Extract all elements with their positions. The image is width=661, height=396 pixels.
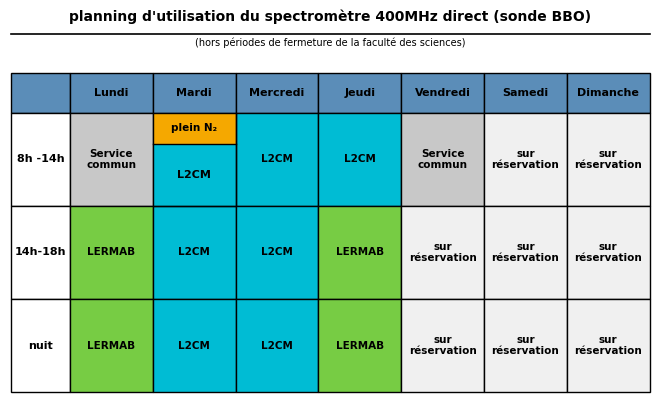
Bar: [401, 73, 484, 113]
Bar: [319, 73, 401, 113]
Bar: [153, 144, 235, 206]
Bar: [566, 299, 650, 392]
Text: nuit: nuit: [28, 341, 53, 350]
Text: LERMAB: LERMAB: [87, 248, 136, 257]
Bar: [484, 206, 566, 299]
Text: L2CM: L2CM: [261, 341, 293, 350]
Text: 8h -14h: 8h -14h: [17, 154, 65, 164]
Text: Mercredi: Mercredi: [249, 88, 305, 98]
Bar: [401, 113, 484, 206]
Bar: [401, 299, 484, 392]
Text: L2CM: L2CM: [178, 248, 210, 257]
Text: sur
réservation: sur réservation: [408, 242, 477, 263]
Bar: [235, 299, 319, 392]
Bar: [153, 299, 235, 392]
Text: L2CM: L2CM: [344, 154, 375, 164]
Text: (hors périodes de fermeture de la faculté des sciences): (hors périodes de fermeture de la facult…: [195, 38, 466, 48]
Bar: [153, 73, 235, 113]
Bar: [11, 113, 70, 206]
Text: L2CM: L2CM: [261, 154, 293, 164]
Text: Samedi: Samedi: [502, 88, 549, 98]
Bar: [484, 73, 566, 113]
Text: sur
réservation: sur réservation: [574, 242, 642, 263]
Bar: [484, 299, 566, 392]
Text: Service
commun: Service commun: [418, 148, 467, 170]
Bar: [11, 299, 70, 392]
Text: Dimanche: Dimanche: [577, 88, 639, 98]
Text: LERMAB: LERMAB: [87, 341, 136, 350]
Text: sur
réservation: sur réservation: [574, 148, 642, 170]
Text: 14h-18h: 14h-18h: [15, 248, 67, 257]
Bar: [319, 113, 401, 206]
Bar: [70, 113, 153, 206]
Text: L2CM: L2CM: [177, 170, 211, 180]
Bar: [484, 113, 566, 206]
Text: LERMAB: LERMAB: [336, 248, 384, 257]
Text: L2CM: L2CM: [261, 248, 293, 257]
Bar: [153, 113, 235, 144]
Text: Service
commun: Service commun: [87, 148, 136, 170]
Bar: [566, 73, 650, 113]
Text: Jeudi: Jeudi: [344, 88, 375, 98]
Bar: [235, 113, 319, 206]
Bar: [153, 113, 235, 206]
Text: planning d'utilisation du spectromètre 400MHz direct (sonde BBO): planning d'utilisation du spectromètre 4…: [69, 10, 592, 25]
Bar: [235, 206, 319, 299]
Text: plein N₂: plein N₂: [171, 123, 217, 133]
Text: sur
réservation: sur réservation: [492, 242, 559, 263]
Text: sur
réservation: sur réservation: [492, 148, 559, 170]
Text: LERMAB: LERMAB: [336, 341, 384, 350]
Text: Mardi: Mardi: [176, 88, 212, 98]
Bar: [70, 73, 153, 113]
Bar: [11, 73, 70, 113]
Text: sur
réservation: sur réservation: [408, 335, 477, 356]
Bar: [70, 299, 153, 392]
Bar: [319, 299, 401, 392]
Text: Vendredi: Vendredi: [414, 88, 471, 98]
Text: sur
réservation: sur réservation: [492, 335, 559, 356]
Bar: [235, 73, 319, 113]
Bar: [566, 113, 650, 206]
Text: L2CM: L2CM: [178, 341, 210, 350]
Text: sur
réservation: sur réservation: [574, 335, 642, 356]
Text: Lundi: Lundi: [95, 88, 129, 98]
Bar: [70, 206, 153, 299]
Bar: [11, 206, 70, 299]
Bar: [319, 206, 401, 299]
Bar: [566, 206, 650, 299]
Bar: [401, 206, 484, 299]
Bar: [153, 206, 235, 299]
